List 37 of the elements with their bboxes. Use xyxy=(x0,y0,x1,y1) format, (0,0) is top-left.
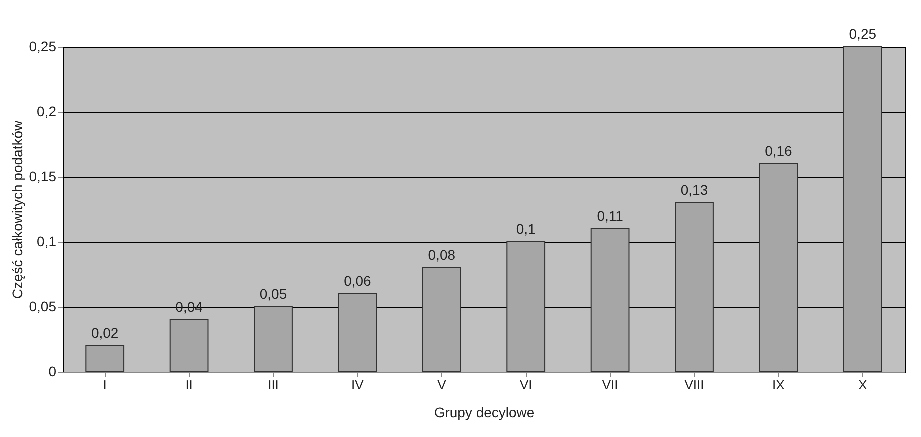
x-tick-label: V xyxy=(438,378,447,392)
data-label: 0,25 xyxy=(849,26,877,42)
bar xyxy=(843,46,882,372)
bar xyxy=(675,202,714,372)
data-label: 0,08 xyxy=(428,247,456,263)
x-tick-label: VI xyxy=(520,378,532,392)
y-tick-label: 0,05 xyxy=(29,298,57,314)
x-tick-label: III xyxy=(268,378,279,392)
bar xyxy=(506,242,546,372)
bar xyxy=(590,228,630,372)
y-tick-label: 0,15 xyxy=(29,168,57,184)
data-label: 0,16 xyxy=(765,143,793,159)
data-label: 0,13 xyxy=(680,182,708,198)
x-tick-label: IX xyxy=(772,378,786,392)
y-tick-label: 0,25 xyxy=(29,38,57,54)
data-label: 0,02 xyxy=(91,325,119,341)
x-tick-label: VII xyxy=(602,378,618,392)
y-tick-label: 0 xyxy=(48,364,57,380)
x-axis-title: Grupy decylowe xyxy=(434,404,535,420)
data-label: 0,05 xyxy=(260,286,288,302)
y-tick-label: 0,2 xyxy=(37,104,57,120)
bar xyxy=(86,346,125,372)
x-tick-label: X xyxy=(858,378,868,392)
y-axis-title: Część całkowitych podatków xyxy=(9,120,26,300)
bar xyxy=(338,294,378,372)
data-label: 0,1 xyxy=(516,221,536,237)
bar xyxy=(170,320,209,372)
x-tick-label: II xyxy=(186,378,193,392)
x-tick-label: VIII xyxy=(684,378,704,392)
x-tick-label: IV xyxy=(352,378,364,392)
x-tick-label: I xyxy=(103,378,107,392)
data-label: 0,11 xyxy=(597,208,624,224)
bar xyxy=(422,268,462,372)
data-label: 0,06 xyxy=(344,273,372,289)
bar xyxy=(254,306,293,372)
bar xyxy=(759,164,798,372)
y-tick-label: 0,1 xyxy=(37,234,57,250)
